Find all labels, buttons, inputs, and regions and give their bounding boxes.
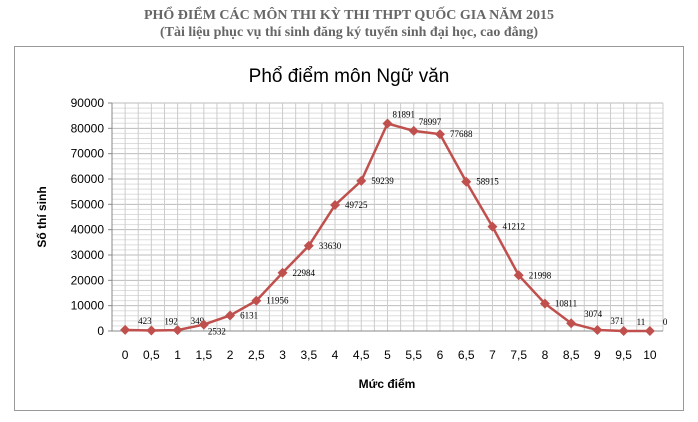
x-tick-label: 7 — [489, 348, 496, 362]
y-tick-label: 10000 — [71, 299, 105, 313]
x-tick-label: 2 — [227, 348, 234, 362]
data-label: 371 — [610, 316, 624, 326]
data-label: 81891 — [393, 110, 416, 120]
x-tick-label: 9,5 — [615, 348, 632, 362]
data-point-marker — [592, 325, 603, 336]
y-tick-label: 40000 — [71, 223, 105, 237]
data-point-marker — [618, 325, 629, 336]
data-label: 0 — [663, 317, 668, 327]
data-label: 41212 — [502, 222, 525, 232]
data-point-marker — [461, 176, 472, 187]
data-label: 349 — [191, 316, 205, 326]
data-label: 11956 — [266, 296, 289, 306]
data-point-marker — [277, 267, 288, 278]
y-tick-label: 50000 — [71, 197, 105, 211]
data-point-marker — [382, 118, 393, 129]
y-tick-label: 60000 — [71, 172, 105, 186]
x-tick-label: 0,5 — [143, 348, 160, 362]
data-point-marker — [513, 270, 524, 281]
data-label: 2532 — [208, 327, 226, 337]
data-point-marker — [356, 175, 367, 186]
x-tick-label: 8,5 — [563, 348, 580, 362]
x-tick-label: 1 — [174, 348, 181, 362]
data-point-marker — [434, 129, 445, 140]
x-tick-label: 9 — [594, 348, 601, 362]
x-tick-label: 1,5 — [195, 348, 212, 362]
data-label: 59239 — [371, 176, 394, 186]
data-label: 22984 — [293, 268, 316, 278]
data-point-marker — [146, 325, 157, 336]
chart-title: Phổ điểm môn Ngữ văn — [249, 66, 450, 87]
data-point-marker — [644, 326, 655, 336]
y-tick-label: 30000 — [71, 248, 105, 262]
data-point-marker — [408, 125, 419, 136]
data-label: 21998 — [529, 270, 552, 280]
x-axis-label: Mức điểm — [359, 377, 416, 391]
x-tick-label: 2,5 — [248, 348, 265, 362]
data-point-marker — [225, 310, 236, 321]
x-tick-label: 6,5 — [458, 348, 475, 362]
x-tick-label: 10 — [643, 348, 657, 362]
y-axis-label: Số thí sinh — [35, 186, 49, 247]
data-point-marker — [566, 318, 577, 329]
y-tick-label: 20000 — [71, 273, 105, 287]
data-point-marker — [303, 240, 314, 251]
data-label: 58915 — [476, 177, 499, 187]
y-tick-label: 70000 — [71, 147, 105, 161]
data-label: 77688 — [450, 129, 473, 139]
data-label: 11 — [637, 317, 646, 327]
x-tick-label: 5,5 — [405, 348, 422, 362]
x-tick-label: 0 — [122, 348, 129, 362]
page-title: PHỔ ĐIỂM CÁC MÔN THI KỲ THI THPT QUỐC GI… — [143, 8, 555, 23]
x-tick-label: 3 — [279, 348, 286, 362]
data-label: 10811 — [555, 299, 577, 309]
data-point-marker — [120, 324, 131, 335]
x-tick-label: 5 — [384, 348, 391, 362]
data-label: 33630 — [319, 241, 342, 251]
data-label: 49725 — [345, 200, 368, 210]
x-tick-label: 8 — [542, 348, 549, 362]
data-point-marker — [251, 295, 262, 306]
data-point-marker — [539, 298, 550, 309]
data-point-marker — [487, 221, 498, 232]
page-subtitle: (Tài liệu phục vụ thí sinh đăng ký tuyển… — [159, 25, 539, 40]
data-point-marker — [198, 319, 209, 330]
x-tick-label: 4 — [332, 348, 339, 362]
data-point-marker — [330, 200, 341, 211]
data-label: 6131 — [240, 310, 258, 320]
data-label: 423 — [138, 316, 152, 326]
x-tick-label: 3,5 — [300, 348, 317, 362]
y-tick-label: 90000 — [71, 96, 105, 110]
data-label: 192 — [164, 317, 178, 327]
data-label: 3074 — [584, 309, 603, 319]
y-tick-label: 80000 — [71, 121, 105, 135]
x-tick-label: 7,5 — [510, 348, 527, 362]
data-point-marker — [172, 325, 183, 336]
y-tick-label: 0 — [97, 324, 104, 338]
x-tick-label: 6 — [437, 348, 444, 362]
data-label: 78997 — [419, 117, 442, 127]
chart-frame — [14, 46, 684, 411]
x-tick-label: 4,5 — [353, 348, 370, 362]
